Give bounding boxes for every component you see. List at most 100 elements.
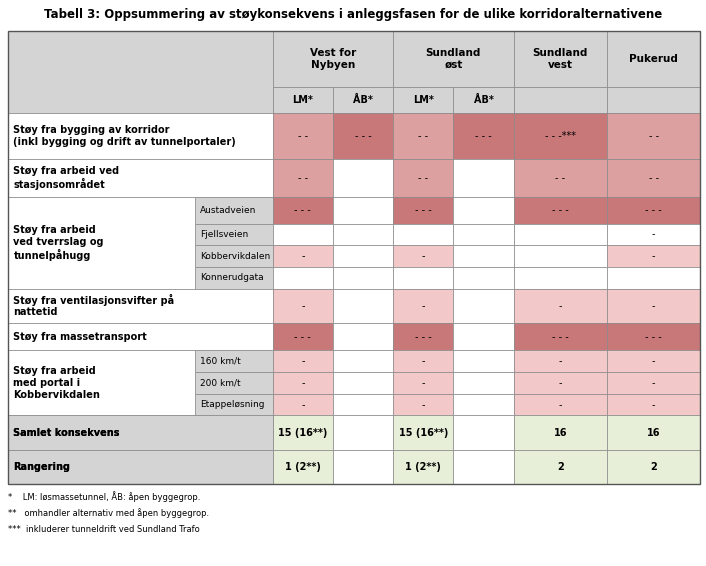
Bar xyxy=(333,87,393,113)
Text: Sundland
vest: Sundland vest xyxy=(532,48,588,70)
Text: Kobbervikdalen: Kobbervikdalen xyxy=(201,251,270,260)
Bar xyxy=(607,415,700,449)
Bar xyxy=(453,449,513,484)
Text: - -: - - xyxy=(555,173,566,183)
Bar xyxy=(333,323,393,350)
Bar xyxy=(393,198,453,224)
Text: -: - xyxy=(558,378,562,388)
Bar xyxy=(393,449,453,484)
Bar xyxy=(196,198,273,224)
Text: Samlet konsekvens: Samlet konsekvens xyxy=(13,427,120,438)
Text: Etappeløsning: Etappeløsning xyxy=(201,400,265,409)
Text: Sundland
øst: Sundland øst xyxy=(426,48,481,70)
Text: - -: - - xyxy=(418,131,429,141)
Text: - - -: - - - xyxy=(552,205,568,216)
Bar xyxy=(513,415,607,449)
Bar xyxy=(273,289,333,323)
Bar xyxy=(8,449,273,484)
Text: 2: 2 xyxy=(650,462,657,472)
Text: - -: - - xyxy=(649,131,659,141)
Bar xyxy=(513,394,607,415)
Bar xyxy=(8,323,273,350)
Text: **   omhandler alternativ med åpen byggegrop.: ** omhandler alternativ med åpen byggegr… xyxy=(8,508,210,517)
Bar xyxy=(513,267,607,289)
Bar xyxy=(453,350,513,372)
Bar xyxy=(513,372,607,394)
Bar xyxy=(333,198,393,224)
Bar xyxy=(8,350,196,415)
Bar xyxy=(513,323,607,350)
Bar xyxy=(453,113,513,159)
Bar xyxy=(8,415,273,449)
Bar xyxy=(513,245,607,267)
Bar xyxy=(607,159,700,198)
Text: -: - xyxy=(652,356,655,366)
Bar xyxy=(273,415,333,449)
Text: -: - xyxy=(301,356,304,366)
Text: - - -: - - - xyxy=(415,332,431,342)
Bar xyxy=(453,394,513,415)
Text: 2: 2 xyxy=(557,462,563,472)
Text: Pukerud: Pukerud xyxy=(629,54,678,64)
Text: 15 (16**): 15 (16**) xyxy=(278,427,328,438)
Bar xyxy=(333,394,393,415)
Bar xyxy=(273,31,393,87)
Text: LM*: LM* xyxy=(292,95,313,105)
Text: Støy fra arbeid
ved tverrslag og
tunnelpåhugg: Støy fra arbeid ved tverrslag og tunnelp… xyxy=(13,225,104,261)
Bar xyxy=(607,289,700,323)
Text: Rangering: Rangering xyxy=(13,462,71,472)
Bar xyxy=(333,245,393,267)
Text: -: - xyxy=(421,356,425,366)
Bar xyxy=(8,113,273,159)
Text: *    LM: løsmassetunnel, ÅB: åpen byggegrop.: * LM: løsmassetunnel, ÅB: åpen byggegrop… xyxy=(8,491,201,501)
Bar xyxy=(393,350,453,372)
Text: -: - xyxy=(558,400,562,410)
Bar xyxy=(273,159,333,198)
Text: - -: - - xyxy=(298,173,308,183)
Bar xyxy=(393,31,513,87)
Bar xyxy=(273,87,333,113)
Text: -: - xyxy=(652,378,655,388)
Bar xyxy=(196,224,273,245)
Text: ÅB*: ÅB* xyxy=(474,95,493,105)
Text: 160 km/t: 160 km/t xyxy=(201,357,241,366)
Bar xyxy=(453,159,513,198)
Text: 1 (2**): 1 (2**) xyxy=(285,462,321,472)
Text: Rangering: Rangering xyxy=(13,462,71,472)
Text: -: - xyxy=(652,251,655,261)
Text: Tabell 3: Oppsummering av støykonsekvens i anleggsfasen for de ulike korridoralt: Tabell 3: Oppsummering av støykonsekvens… xyxy=(44,8,662,22)
Text: -: - xyxy=(421,301,425,311)
Text: Støy fra arbeid ved
stasjonsområdet: Støy fra arbeid ved stasjonsområdet xyxy=(13,166,119,190)
Text: - -: - - xyxy=(649,173,659,183)
Bar xyxy=(8,289,273,323)
Text: Konnerudgata: Konnerudgata xyxy=(201,273,264,282)
Bar xyxy=(513,350,607,372)
Bar xyxy=(453,245,513,267)
Bar xyxy=(513,289,607,323)
Text: Støy fra ventilasjonsvifter på
nattetid: Støy fra ventilasjonsvifter på nattetid xyxy=(13,294,174,318)
Text: -: - xyxy=(301,301,304,311)
Text: -: - xyxy=(301,378,304,388)
Text: Støy fra arbeid
med portal i
Kobbervikdalen: Støy fra arbeid med portal i Kobbervikda… xyxy=(13,366,100,400)
Text: 15 (16**): 15 (16**) xyxy=(399,427,448,438)
Text: - -: - - xyxy=(418,173,429,183)
Bar xyxy=(513,113,607,159)
Text: Fjellsveien: Fjellsveien xyxy=(201,230,249,239)
Bar xyxy=(273,449,333,484)
Bar xyxy=(513,31,607,87)
Bar xyxy=(196,350,273,372)
Text: -: - xyxy=(652,400,655,410)
Bar xyxy=(273,394,333,415)
Text: Samlet konsekvens: Samlet konsekvens xyxy=(13,427,120,438)
Bar xyxy=(8,159,273,198)
Bar xyxy=(513,449,607,484)
Text: -: - xyxy=(652,229,655,239)
Text: - - -: - - - xyxy=(475,131,492,141)
Bar xyxy=(453,198,513,224)
Bar xyxy=(196,245,273,267)
Text: - - -***: - - -*** xyxy=(545,131,576,141)
Bar xyxy=(8,31,700,484)
Bar xyxy=(8,415,273,449)
Bar xyxy=(453,267,513,289)
Text: - - -: - - - xyxy=(552,332,568,342)
